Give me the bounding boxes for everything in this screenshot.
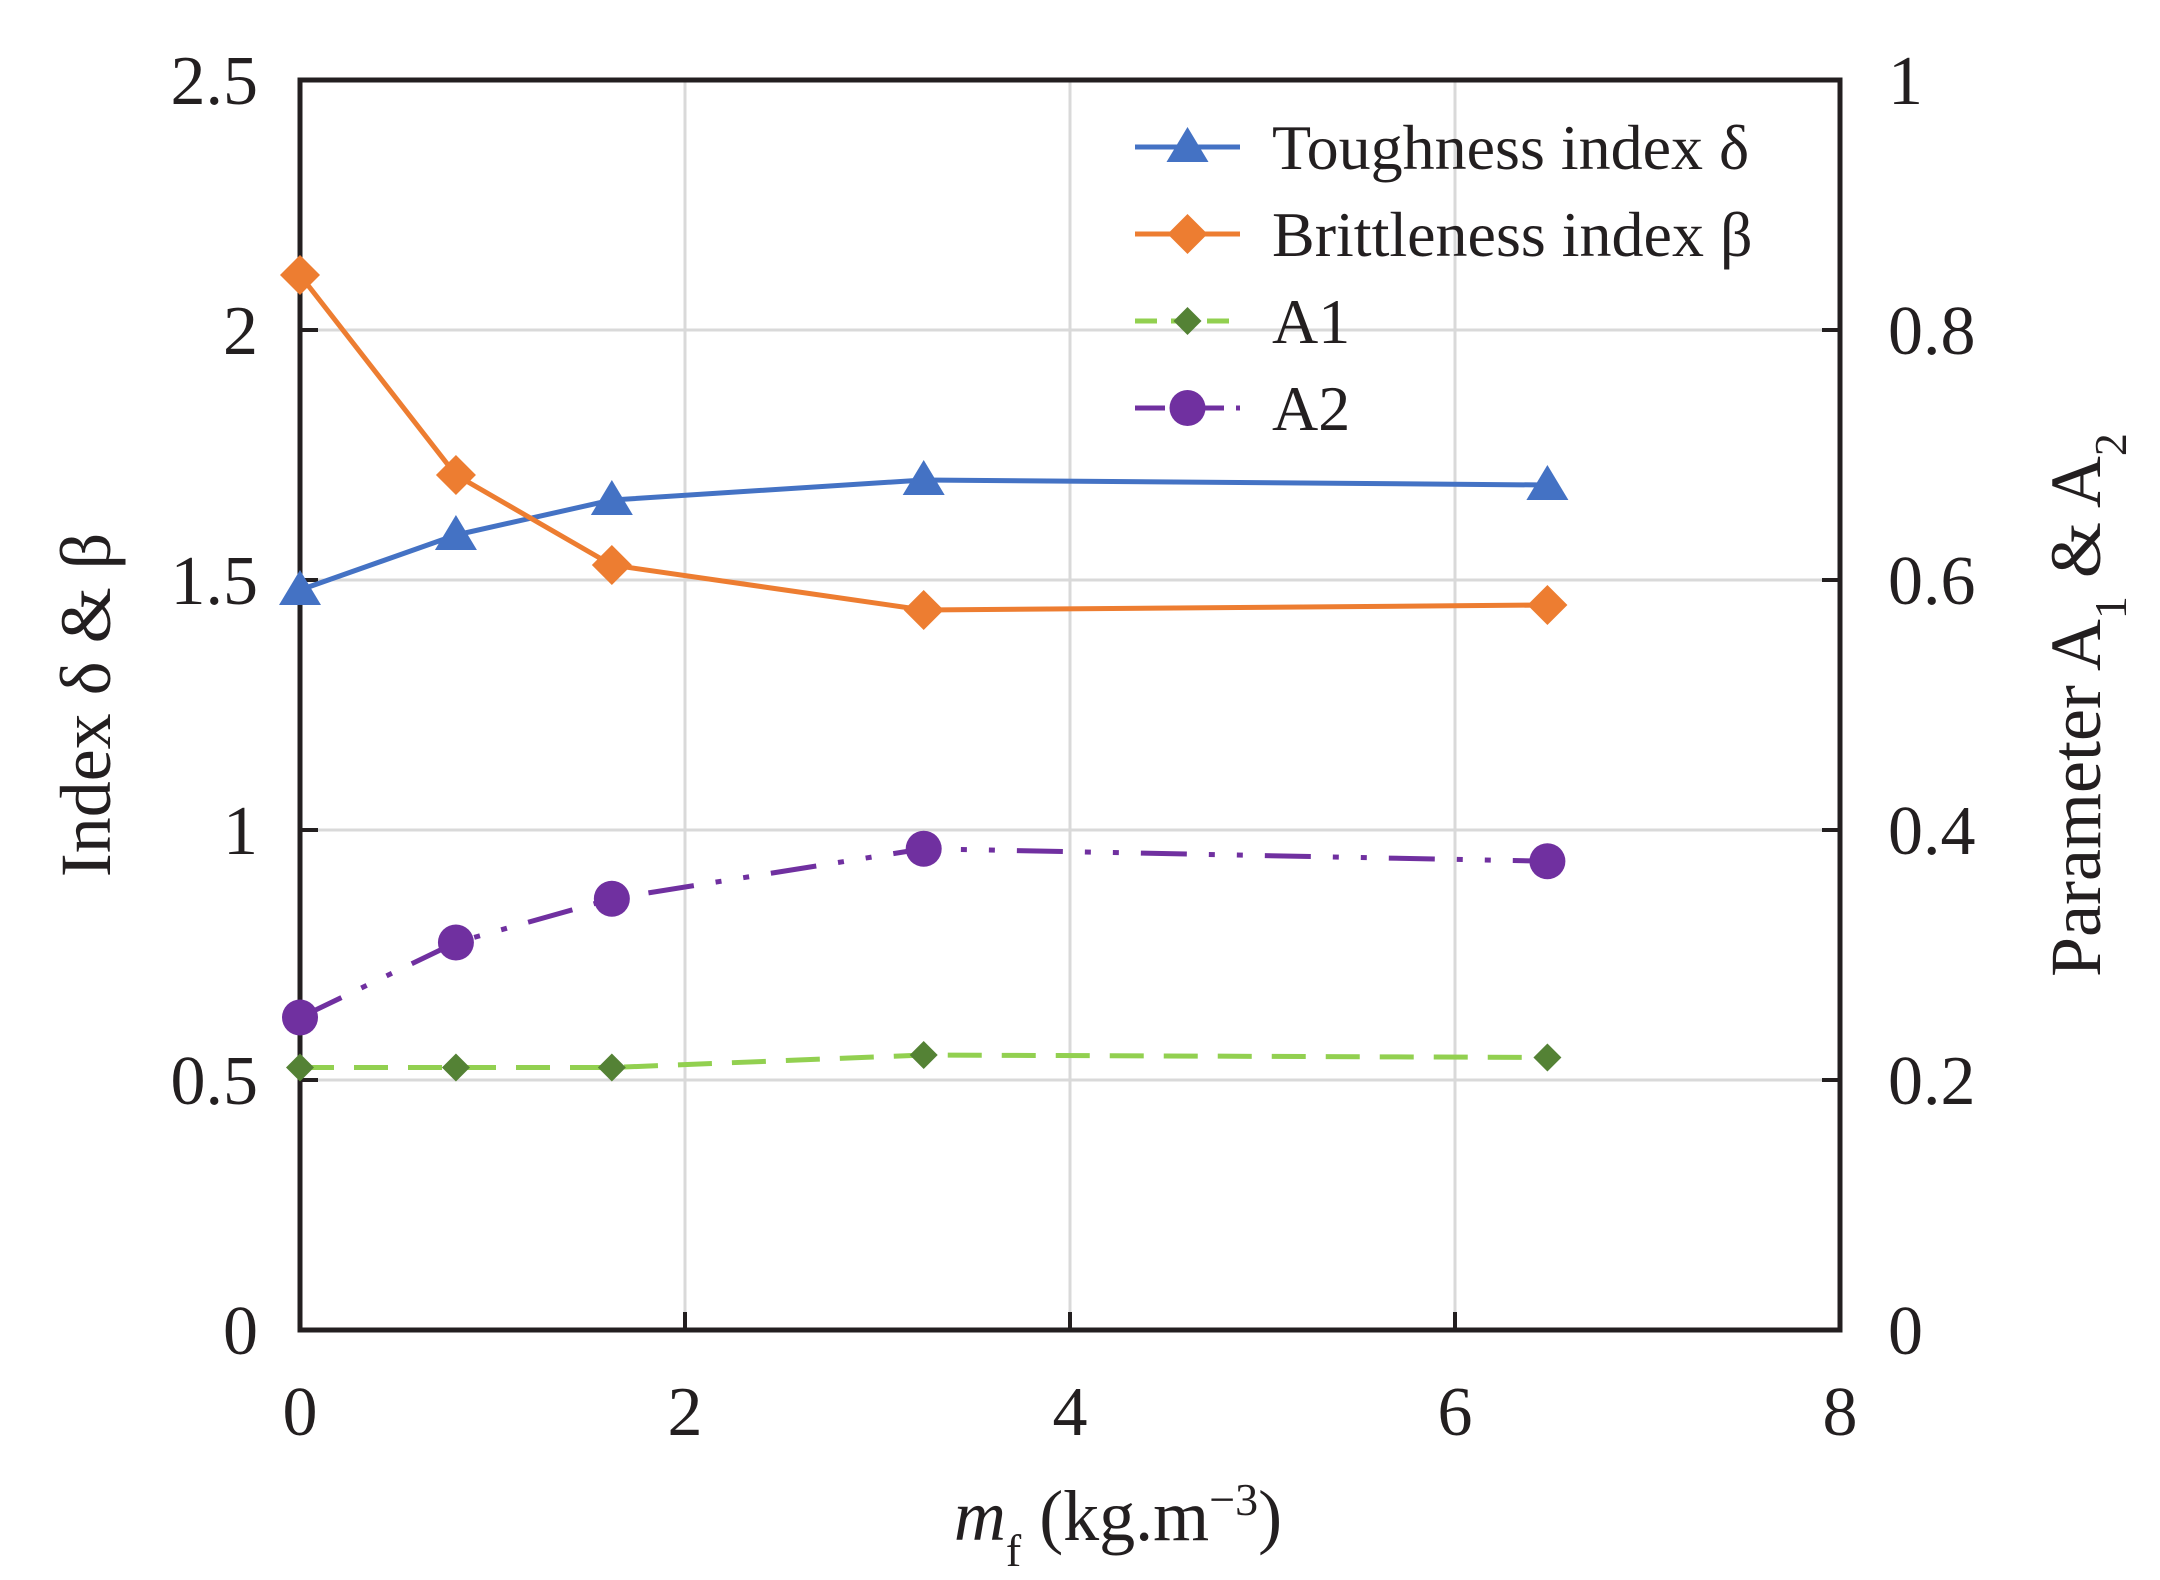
legend: Toughness index δ Brittleness index β A1 A2 (1135, 112, 1753, 444)
x-tick-label: 6 (1438, 1374, 1473, 1451)
series-brittleness-index (280, 255, 1568, 630)
legend-label: Brittleness index β (1272, 199, 1753, 270)
y-axis-right-title-part2: & A (2036, 456, 2116, 596)
x-axis-title-exponent: −3 (1209, 1474, 1258, 1525)
y-axis-left-title: Index δ & β (46, 533, 126, 878)
series-line-a1 (300, 1052, 1548, 1070)
legend-swatch-marker (1169, 390, 1206, 426)
series-line-toughness-index (299, 477, 1548, 593)
data-point-a2 (905, 830, 942, 867)
data-point-brittleness-index (435, 455, 476, 495)
series-line-brittleness-index (298, 273, 1548, 613)
y-right-tick-label: 0.4 (1888, 793, 1976, 870)
legend-label: A1 (1272, 286, 1350, 357)
series-a2 (282, 830, 1566, 1036)
data-point-brittleness-index (903, 590, 944, 630)
x-axis-title-variable: m (954, 1476, 1006, 1556)
legend-swatch-marker (1173, 307, 1202, 335)
data-point-brittleness-index (591, 545, 632, 585)
legend-item-a2: A2 (1135, 373, 1350, 444)
data-point-a1 (597, 1053, 626, 1082)
series-a1 (286, 1041, 1562, 1082)
data-point-brittleness-index (280, 255, 320, 295)
data-point-toughness-index (434, 515, 477, 550)
y-left-tick-label: 0.5 (171, 1043, 259, 1120)
data-point-a1 (1533, 1043, 1562, 1072)
legend-item-brittleness-index: Brittleness index β (1135, 199, 1753, 270)
data-point-a2 (1529, 843, 1566, 880)
y-left-tick-label: 0 (223, 1293, 258, 1370)
series-line-a2 (298, 846, 1548, 1020)
legend-label: Toughness index δ (1272, 112, 1749, 183)
legend-item-toughness-index: Toughness index δ (1135, 112, 1749, 183)
ticks-layer: 0 2 4 6 800.511.522.500.20.40.60.81 (171, 43, 1976, 1451)
y-axis-right-title-part1: Parameter A (2036, 619, 2116, 977)
data-point-toughness-index (1526, 465, 1569, 500)
y-right-tick-label: 0 (1888, 1293, 1923, 1370)
legend-swatch-marker (1167, 214, 1208, 254)
data-point-toughness-index (590, 480, 633, 515)
y-axis-right-title-sub1: 1 (2085, 596, 2136, 619)
y-left-tick-label: 2 (223, 293, 258, 370)
data-point-toughness-index (279, 570, 321, 605)
legend-item-a1: A1 (1135, 286, 1350, 357)
x-tick-label: 0 (283, 1374, 318, 1451)
y-left-tick-label: 1 (223, 793, 258, 870)
y-axis-right-title: Parameter A1 & A2 (2036, 433, 2136, 977)
y-left-tick-label: 2.5 (171, 43, 259, 120)
data-point-a2 (437, 924, 474, 961)
data-point-brittleness-index (1527, 585, 1568, 625)
data-point-a2 (593, 880, 630, 917)
x-axis-title-units-close: ) (1258, 1476, 1282, 1556)
x-axis-title-units: (kg.m (1021, 1476, 1209, 1556)
y-right-tick-label: 0.8 (1888, 293, 1976, 370)
y-axis-right-title-sub2: 2 (2085, 433, 2136, 456)
y-left-tick-label: 1.5 (171, 543, 259, 620)
x-axis-title-subscript: f (1006, 1525, 1022, 1576)
x-axis-title: mf (kg.m−3) (954, 1474, 1282, 1576)
data-point-a2 (282, 999, 318, 1036)
data-point-a1 (441, 1053, 470, 1082)
y-right-tick-label: 1 (1888, 43, 1923, 120)
x-tick-label: 4 (1053, 1374, 1088, 1451)
y-right-tick-label: 0.2 (1888, 1043, 1976, 1120)
grid-layer (300, 80, 1840, 1330)
series-toughness-index (279, 460, 1569, 605)
legend-swatch-marker (1166, 127, 1209, 162)
legend-label: A2 (1272, 373, 1350, 444)
series-layer (279, 255, 1569, 1082)
x-tick-label: 2 (668, 1374, 703, 1451)
data-point-a1 (286, 1053, 314, 1082)
data-point-a1 (909, 1041, 938, 1069)
y-right-tick-label: 0.6 (1888, 543, 1976, 620)
data-point-toughness-index (902, 460, 945, 495)
x-tick-label: 8 (1823, 1374, 1858, 1451)
